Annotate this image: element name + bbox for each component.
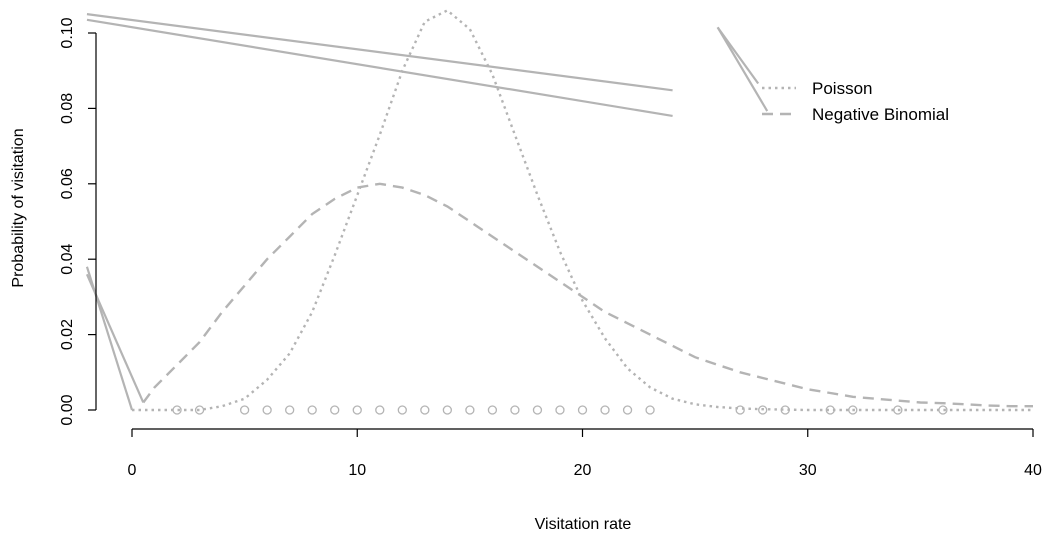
data-point (420, 405, 430, 415)
artifact-line-1 (86, 18, 673, 118)
x-tick-label: 20 (574, 462, 592, 479)
x-tick-label: 10 (348, 462, 366, 479)
data-point (577, 405, 588, 415)
data-point (307, 405, 317, 415)
artifact-line-3 (85, 273, 145, 403)
y-tick-label: 0.02 (59, 319, 76, 350)
series-layer (132, 8, 1033, 415)
axes: 0 10 20 30 40 0.00 0.02 0.04 0.06 0.08 0.10 (59, 17, 1042, 479)
x-tick-label: 0 (128, 462, 137, 479)
data-point (352, 405, 362, 415)
data-point (555, 405, 565, 415)
x-tick-label: 30 (799, 462, 817, 479)
data-point (848, 405, 858, 415)
data-point (645, 405, 655, 415)
data-point (397, 405, 407, 415)
data-point (194, 405, 205, 415)
data-point (735, 405, 745, 415)
data-point (375, 405, 385, 415)
series-line-poisson (132, 8, 1033, 412)
data-point (510, 405, 520, 415)
y-tick-label: 0.08 (59, 93, 76, 124)
data-point (600, 405, 610, 415)
data-point (487, 405, 498, 415)
artifact-lines (85, 13, 769, 411)
x-axis-title: Visitation rate (535, 516, 632, 533)
data-point (262, 405, 272, 415)
artifact-line-5 (716, 26, 769, 112)
legend-label: Poisson (812, 79, 872, 98)
data-point (442, 405, 453, 415)
series-line-negative-binomial (142, 182, 1033, 408)
y-axis-title: Probability of visitation (10, 128, 27, 287)
data-point (465, 405, 475, 415)
data-point (825, 405, 835, 415)
data-point (532, 405, 543, 415)
artifact-line-0 (86, 13, 673, 92)
data-point (622, 405, 633, 415)
data-point (780, 405, 790, 415)
y-tick-label: 0.00 (59, 394, 76, 425)
y-tick-label: 0.06 (59, 168, 76, 199)
data-point (172, 405, 182, 415)
data-point (893, 405, 903, 415)
data-point (285, 405, 295, 415)
x-tick-label: 40 (1024, 462, 1042, 479)
data-point (758, 405, 768, 415)
legend: Poisson Negative Binomial (762, 79, 949, 124)
y-tick-label: 0.04 (59, 244, 76, 275)
y-tick-label: 0.10 (59, 17, 76, 48)
data-point (938, 405, 948, 415)
data-point (239, 405, 250, 415)
data-point (330, 405, 340, 415)
legend-label: Negative Binomial (812, 105, 949, 124)
